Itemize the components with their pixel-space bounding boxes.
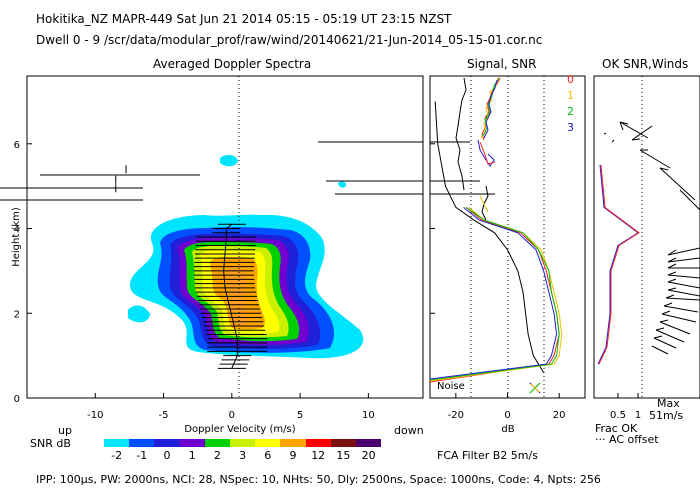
colorbar-swatch <box>255 439 281 447</box>
beam-legend-item: 2 <box>567 105 574 118</box>
colorbar-swatch <box>179 439 205 447</box>
y-axis-title: Height (km) <box>11 207 22 267</box>
colorbar-label: 2 <box>213 449 221 462</box>
spectra-x-tick-label: -5 <box>159 410 169 421</box>
signal-grid <box>470 76 545 398</box>
spectra-x-tick-label: -10 <box>87 410 103 421</box>
beam-legend-item: 0 <box>567 73 574 86</box>
beam-legend-item: 3 <box>567 121 574 134</box>
colorbar-label: 6 <box>264 449 272 462</box>
colorbar-label: 9 <box>289 449 297 462</box>
frac-ok-curve <box>597 164 640 365</box>
frac-ok-label: Frac OK <box>595 422 638 435</box>
colorbar-swatch <box>104 439 130 447</box>
signal-panel-title: Signal, SNR <box>467 57 537 71</box>
frac-ok-line <box>597 164 639 365</box>
snr-legend-title: SNR dB <box>30 437 71 450</box>
footer-parameters: IPP: 100µs, PW: 2000ns, NCI: 28, NSpec: … <box>36 473 601 486</box>
colorbar-swatch <box>204 439 230 447</box>
ac-offset-label: ··· AC offset <box>595 433 659 446</box>
signal-series-line <box>463 206 558 365</box>
signal-spurious-lines <box>430 141 495 195</box>
header-file-path: Dwell 0 - 9 /scr/data/modular_prof/raw/w… <box>36 33 543 47</box>
colorbar-label: 0 <box>163 449 171 462</box>
spectra-panel-title: Averaged Doppler Spectra <box>153 57 312 71</box>
spectra-y-tick-label: 6 <box>14 140 20 151</box>
mean-velocity-line <box>223 223 238 369</box>
colorbar-swatch <box>129 439 155 447</box>
down-label: down <box>394 424 424 437</box>
signal-x-tick-label: 20 <box>553 410 566 421</box>
colorbar-swatch <box>280 439 306 447</box>
colorbar-label: 3 <box>239 449 247 462</box>
winds-axes: 0.5 1 <box>610 393 641 421</box>
max-speed-label: 51m/s <box>649 409 684 422</box>
signal-curves <box>430 101 563 383</box>
colorbar-label: 15 <box>336 449 351 462</box>
signal-series-line <box>465 206 560 365</box>
colorbar-label: -1 <box>136 449 148 462</box>
beam-legend-item: 1 <box>567 89 574 102</box>
spectra-spurious-lines <box>27 141 423 201</box>
max-label: Max <box>657 397 680 410</box>
fca-filter-label: FCA Filter B2 5m/s <box>437 449 538 462</box>
header-title: Hokitika_NZ MAPR-449 Sat Jun 21 2014 05:… <box>36 12 452 26</box>
signal-axes: -20 0 20 <box>430 143 566 421</box>
colorbar-label: -2 <box>111 449 123 462</box>
colorbar-label: 1 <box>188 449 196 462</box>
colorbar-swatch <box>305 439 331 447</box>
wind-vectors <box>603 121 700 355</box>
spectra-y-tick-label: 2 <box>14 309 20 320</box>
colorbar-swatch <box>356 439 382 447</box>
colorbar-label: 12 <box>311 449 326 462</box>
spectra-y-tick-label: 0 <box>14 394 20 405</box>
spectra-y-tick-label: 4 <box>14 225 20 236</box>
signal-x-axis-title: dB <box>501 424 514 435</box>
spectra-overflow-lines <box>0 187 27 201</box>
spectra-x-tick-label: 5 <box>297 410 303 421</box>
signal-series-line <box>465 206 560 365</box>
winds-panel-frame <box>593 75 700 399</box>
signal-noise-line <box>430 363 547 380</box>
spectra-panel-frame <box>26 75 424 399</box>
winds-x-tick-label: 0.5 <box>610 410 626 421</box>
signal-noise-line <box>430 363 552 381</box>
signal-x-tick-label: -20 <box>448 410 464 421</box>
colorbar-swatch <box>230 439 256 447</box>
colorbar-label: 20 <box>361 449 376 462</box>
noise-markers <box>529 382 541 394</box>
colorbar-swatch <box>330 439 356 447</box>
colorbar-swatch <box>154 439 180 447</box>
spectra-x-tick-label: 0 <box>229 410 235 421</box>
winds-x-tick-label: 1 <box>635 410 641 421</box>
noise-label: Noise <box>437 381 465 392</box>
up-label: up <box>58 424 72 437</box>
signal-upper-traces <box>455 77 501 221</box>
signal-series-line <box>434 101 545 373</box>
frac-ok-line-alt <box>598 164 640 365</box>
mean-velocity-profile <box>115 165 268 369</box>
winds-panel-title: OK SNR,Winds <box>602 57 689 71</box>
spectra-heatmap <box>128 154 364 359</box>
x-axis-title: Doppler Velocity (m/s) <box>184 424 295 435</box>
signal-x-tick-label: 0 <box>504 410 510 421</box>
spectra-x-tick-label: 10 <box>362 410 375 421</box>
spectra-axes: -10 -5 0 5 10 0 2 4 6 <box>14 140 375 421</box>
